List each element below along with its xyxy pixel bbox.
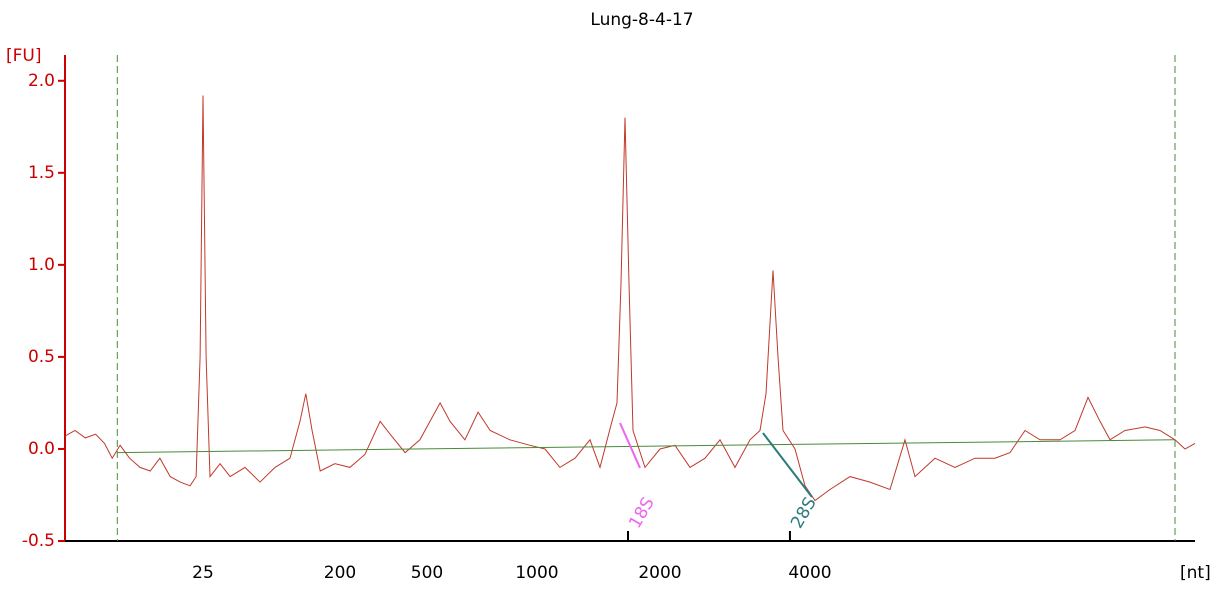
y-tick-label: 1.5 (28, 163, 55, 183)
annotation-label: 18S (625, 494, 659, 532)
x-tick-label: 500 (411, 563, 443, 583)
annotation-connector (619, 422, 641, 469)
y-tick-label: -0.5 (22, 531, 55, 551)
y-tick-label: 0.5 (28, 347, 55, 367)
annotation-connector (762, 432, 813, 498)
y-tick-label: 2.0 (28, 71, 55, 91)
x-tick-label: 25 (192, 563, 214, 583)
x-tick-label: 1000 (515, 563, 558, 583)
trace (117, 439, 1176, 454)
x-tick-label: 4000 (788, 563, 831, 583)
x-unit-label: [nt] (1180, 563, 1211, 583)
x-tick-label: 2000 (638, 563, 681, 583)
chart-title: Lung-8-4-17 (590, 10, 693, 30)
x-tick-label: 200 (324, 563, 356, 583)
y-unit-label: [FU] (6, 46, 42, 66)
trace (64, 95, 1196, 502)
y-tick-label: 0.0 (28, 439, 55, 459)
y-tick-label: 1.0 (28, 255, 55, 275)
